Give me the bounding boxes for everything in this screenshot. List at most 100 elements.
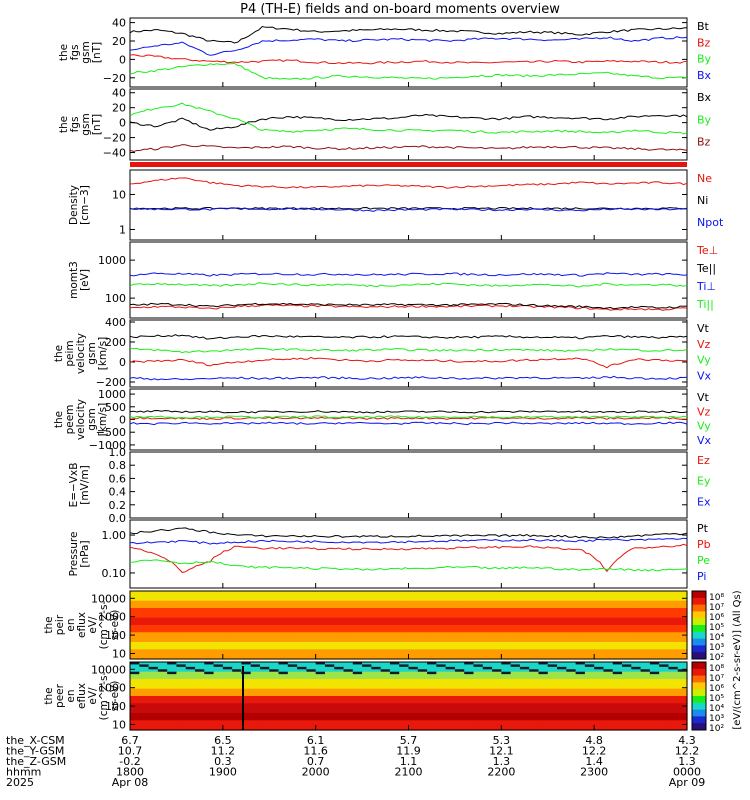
spectrogram-cell (668, 639, 679, 643)
spectrogram-cell (436, 700, 447, 704)
spectrogram-cell (482, 666, 493, 670)
spectrogram-cell (445, 671, 456, 675)
spectrogram-cell (297, 662, 307, 666)
spectrogram-cell (436, 608, 447, 612)
spectrogram-cell (547, 674, 558, 678)
panel-frame (129, 17, 688, 88)
spectrogram-cell (659, 632, 670, 636)
spectrogram-cell (362, 713, 372, 717)
spectrogram-cell (139, 610, 150, 614)
spectrogram-cell (566, 722, 577, 726)
spectrogram-cell (501, 681, 512, 685)
spectrogram-cell (575, 632, 586, 636)
spectrogram-cell (157, 632, 168, 636)
spectrogram-cell (380, 705, 391, 709)
spectrogram-cell (380, 617, 391, 621)
spectrogram-cell (315, 710, 326, 714)
spectrogram-cell (510, 715, 521, 719)
spectrogram-cell (324, 662, 335, 666)
spectrogram-cell (157, 646, 168, 650)
spectrogram-cell (659, 676, 670, 680)
spectrogram-cell (278, 603, 289, 607)
spectrogram-cell (538, 632, 549, 636)
spectrogram-cell (315, 644, 326, 648)
spectrogram-cell (668, 720, 679, 724)
spectrogram-cell (529, 698, 540, 702)
spectrogram-cell (417, 649, 428, 653)
spectrogram-cell (259, 715, 270, 719)
spectrogram-cell (213, 615, 224, 619)
spectrogram-cell (622, 671, 632, 675)
spectrogram-cell (343, 598, 354, 602)
spectrogram-cell (631, 683, 642, 687)
spectrogram-cell (389, 627, 400, 631)
spectrogram-cell (427, 666, 437, 670)
spectrogram-cell (148, 598, 159, 602)
spectrogram-cell (250, 629, 261, 633)
spectrogram-cell (482, 600, 493, 604)
spectrogram-cell (482, 662, 493, 666)
spectrogram-cell (269, 654, 280, 658)
spectrogram-cell (167, 629, 178, 633)
spectrogram-cell (612, 651, 623, 655)
spectrogram-cell (677, 639, 688, 643)
spectrogram-cell (148, 686, 159, 690)
spectrogram-cell (668, 629, 679, 633)
spectrogram-cell (594, 615, 605, 619)
spectrogram-cell (649, 679, 660, 683)
spectrogram-cell (315, 595, 326, 599)
spectrogram-cell (259, 717, 270, 721)
spectrogram-cell (194, 598, 205, 602)
spectrogram-cell (408, 715, 419, 719)
spectrogram-cell (640, 705, 651, 709)
spectrogram-cell (584, 646, 595, 650)
spectrogram-cell (315, 593, 326, 597)
spectrogram-cell (139, 717, 150, 721)
spectrogram-cell (148, 649, 159, 653)
spectrogram-cell (148, 634, 159, 638)
spectrogram-cell (343, 600, 354, 604)
spectrogram-cell (510, 625, 521, 629)
spectrogram-cell (557, 698, 567, 702)
spectrogram-cell (677, 674, 688, 678)
spectrogram-cell (501, 620, 512, 624)
spectrogram-cell (306, 720, 317, 724)
spectrogram-cell (492, 717, 502, 721)
spectrogram-cell (324, 612, 335, 616)
spectrogram-cell (659, 703, 670, 707)
spectrogram-cell (594, 637, 605, 641)
spectrogram-cell (324, 679, 335, 683)
spectrogram-cell (352, 656, 363, 660)
y-axis-label: [nT] (91, 42, 103, 63)
spectrogram-cell (343, 639, 354, 643)
spectrogram-cell (371, 595, 382, 599)
spectrogram-cell (167, 617, 178, 621)
spectrogram-cell (259, 656, 270, 660)
spectrogram-cell (380, 666, 391, 670)
spectrogram-cell (510, 651, 521, 655)
spectrogram-cell (278, 627, 289, 631)
spectrogram-cell (594, 593, 605, 597)
spectrogram-cell (232, 705, 242, 709)
spectrogram-cell (584, 656, 595, 660)
spectrogram-cell (417, 629, 428, 633)
spectrogram-cell (315, 600, 326, 604)
y-axis-label: the (53, 411, 65, 428)
spectrogram-cell (241, 710, 252, 714)
spectrogram-cell (529, 727, 540, 731)
spectrogram-cell (287, 610, 298, 614)
spectrogram-cell (557, 637, 567, 641)
spectrogram-cell (473, 654, 484, 658)
spectrogram-cell (157, 727, 168, 731)
spectrogram-cell (510, 620, 521, 624)
spectrogram-cell (501, 727, 512, 731)
spectrogram-cell (185, 683, 196, 687)
spectrogram-cell (176, 715, 187, 719)
spectrogram-cell (668, 681, 679, 685)
spectrogram-cell (194, 671, 205, 675)
spectrogram-cell (454, 691, 465, 695)
spectrogram-cell (501, 595, 512, 599)
spectrogram-cell (324, 656, 335, 660)
spectrogram-cell (427, 620, 437, 624)
